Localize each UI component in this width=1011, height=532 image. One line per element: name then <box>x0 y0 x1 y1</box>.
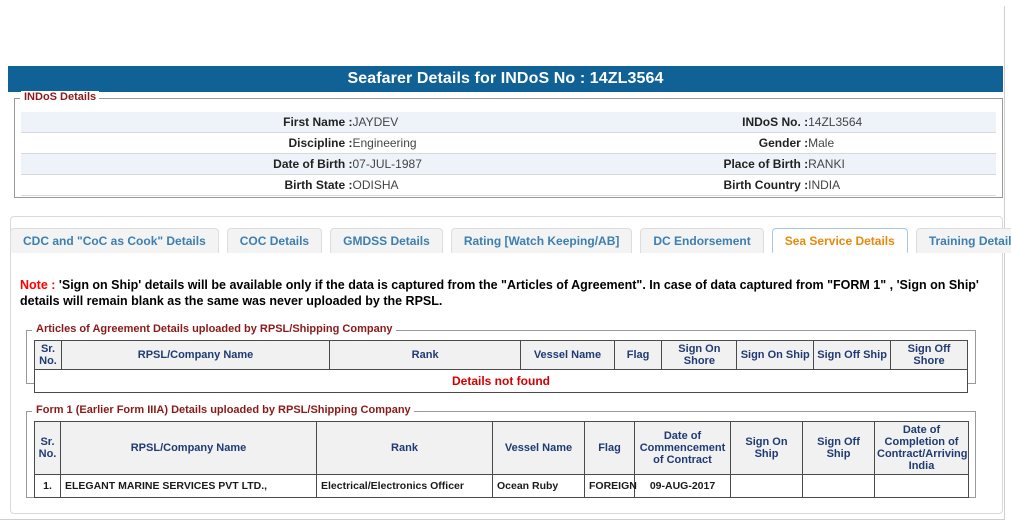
fieldset-top-left-rule <box>26 330 32 331</box>
note-keyword: Note : <box>20 278 56 292</box>
col-flag: Flag <box>613 340 663 370</box>
note-text: Note : 'Sign on Ship' details will be av… <box>20 277 990 309</box>
cell-company-name: ELEGANT MARINE SERVICES PVT LTD., <box>60 474 317 498</box>
col-date-of-completion-of-contract-arriving-india: Date of Completion of Contract/Arriving … <box>874 421 969 475</box>
place-of-birth-label: Place of Birth : <box>593 153 809 175</box>
table-row: Birth State : ODISHA Birth Country : IND… <box>21 174 996 196</box>
tab-gmdss-details[interactable]: GMDSS Details <box>330 228 443 253</box>
gender-label: Gender : <box>593 132 809 154</box>
tab-rating-watch-keeping-ab[interactable]: Rating [Watch Keeping/AB] <box>450 228 633 253</box>
cell-sr-no: 1. <box>34 474 61 498</box>
discipline-value: Engineering <box>352 132 594 154</box>
table-row: Discipline : Engineering Gender : Male <box>21 132 996 154</box>
first-name-label: First Name : <box>21 112 353 133</box>
col-sign-on-ship: Sign On Ship <box>730 421 803 475</box>
table-row: Date of Birth : 07-JUL-1987 Place of Bir… <box>21 153 996 175</box>
cell-date-commencement: 09-AUG-2017 <box>634 474 731 498</box>
date-of-birth-label: Date of Birth : <box>21 153 353 175</box>
col-rpsl-company-name: RPSL/Company Name <box>60 340 331 370</box>
articles-of-agreement-legend-row: Articles of Agreement Details uploaded b… <box>26 323 976 335</box>
col-sign-on-ship: Sign On Ship <box>736 340 815 370</box>
form1-details-table: Sr. No. RPSL/Company Name Rank Vessel Na… <box>34 421 969 498</box>
indos-details-legend-row: INDoS Details <box>14 91 1003 103</box>
table-header-row: Sr. No. RPSL/Company Name Rank Vessel Na… <box>34 421 969 475</box>
indos-details-legend: INDoS Details <box>21 91 100 103</box>
page-title: Seafarer Details for INDoS No : 14ZL3564 <box>8 66 1003 92</box>
fieldset-top-right-rule <box>99 98 1003 99</box>
birth-state-value: ODISHA <box>352 174 594 196</box>
table-row: Details not found <box>34 369 968 393</box>
first-name-value: JAYDEV <box>352 112 594 133</box>
col-sr-no: Sr. No. <box>34 421 61 475</box>
fieldset-top-left-rule <box>14 98 20 99</box>
tab-cdc-and-coc-as-cook-details[interactable]: CDC and "CoC as Cook" Details <box>10 228 219 253</box>
col-sign-off-ship: Sign Off Ship <box>813 340 892 370</box>
form1-details-legend-row: Form 1 (Earlier Form IIIA) Details uploa… <box>26 404 976 416</box>
form1-details-fieldset <box>26 411 976 498</box>
empty-message: Details not found <box>34 369 968 393</box>
cell-rank: Electrical/Electronics Officer <box>316 474 493 498</box>
col-sign-off-ship: Sign Off Ship <box>802 421 875 475</box>
col-date-of-commencement-of-contract: Date of Commencement of Contract <box>634 421 731 475</box>
tab-sea-service-details[interactable]: Sea Service Details <box>771 228 908 253</box>
date-of-birth-value: 07-JUL-1987 <box>352 153 594 175</box>
col-rank: Rank <box>329 340 522 370</box>
col-vessel-name: Vessel Name <box>492 421 585 475</box>
note-body: 'Sign on Ship' details will be available… <box>20 278 979 308</box>
col-vessel-name: Vessel Name <box>520 340 615 370</box>
indos-no-label: INDoS No. : <box>593 112 809 133</box>
articles-of-agreement-table: Sr. No. RPSL/Company Name Rank Vessel Na… <box>34 340 968 393</box>
cell-sign-on-ship <box>730 474 803 498</box>
form1-details-legend: Form 1 (Earlier Form IIIA) Details uploa… <box>33 404 414 416</box>
indos-no-value: 14ZL3564 <box>808 112 996 133</box>
fieldset-top-right-rule <box>396 330 976 331</box>
cell-sign-off-ship <box>802 474 875 498</box>
gender-value: Male <box>808 132 996 154</box>
col-rank: Rank <box>316 421 493 475</box>
place-of-birth-value: RANKI <box>808 153 996 175</box>
tab-dc-endorsement[interactable]: DC Endorsement <box>640 228 764 253</box>
col-sr-no: Sr. No. <box>34 340 62 370</box>
col-rpsl-company-name: RPSL/Company Name <box>60 421 317 475</box>
indos-details-table: First Name : JAYDEV INDoS No. : 14ZL3564… <box>21 112 996 196</box>
table-row: 1. ELEGANT MARINE SERVICES PVT LTD., Ele… <box>34 474 969 498</box>
tab-training-details[interactable]: Training Details <box>915 228 1011 253</box>
fieldset-top-right-rule <box>414 411 976 412</box>
birth-country-value: INDIA <box>808 174 996 196</box>
col-sign-on-shore: Sign On Shore <box>661 340 738 370</box>
cell-date-completion <box>874 474 969 498</box>
cell-vessel-name: Ocean Ruby <box>492 474 585 498</box>
articles-of-agreement-legend: Articles of Agreement Details uploaded b… <box>33 323 396 335</box>
col-sign-off-shore: Sign Off Shore <box>890 340 968 370</box>
col-flag: Flag <box>584 421 635 475</box>
fieldset-top-left-rule <box>26 411 32 412</box>
indos-details-fieldset <box>14 98 1003 198</box>
discipline-label: Discipline : <box>21 132 353 154</box>
table-header-row: Sr. No. RPSL/Company Name Rank Vessel Na… <box>34 340 968 370</box>
table-row: First Name : JAYDEV INDoS No. : 14ZL3564 <box>21 112 996 133</box>
tab-strip: CDC and "CoC as Cook" Details COC Detail… <box>10 228 1011 253</box>
tab-coc-details[interactable]: COC Details <box>226 228 323 253</box>
birth-state-label: Birth State : <box>21 174 353 196</box>
cell-flag: FOREIGN <box>584 474 637 498</box>
birth-country-label: Birth Country : <box>593 174 809 196</box>
